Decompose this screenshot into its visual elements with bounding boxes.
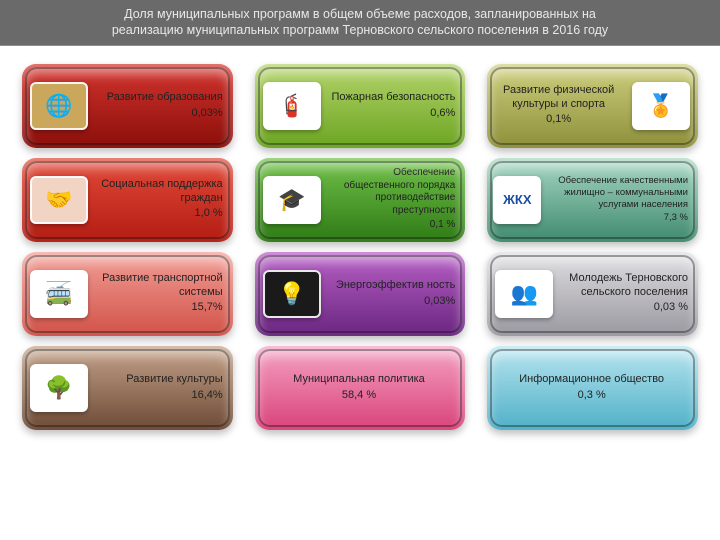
energy-icon: 💡 <box>263 270 321 318</box>
card-text: Информационное общество 0,3 % <box>487 367 698 409</box>
zhkh-icon: ЖКХ <box>493 176 541 224</box>
card-text: Развитие культуры 16,4% <box>88 367 233 409</box>
shield-icon: 🎓 <box>263 176 321 224</box>
card-housing: ЖКХ Обеспечение качественными жилищно – … <box>487 158 698 242</box>
card-transport: 🚎 Развитие транспортной системы 15,7% <box>22 252 233 336</box>
card-text: Обеспечение общественного порядка против… <box>321 161 466 238</box>
bus-icon: 🚎 <box>30 270 88 318</box>
card-text: Молодежь Терновского сельского поселения… <box>553 266 698 321</box>
card-energy: 💡 Энергоэффектив ность 0,03% <box>255 252 466 336</box>
card-text: Муниципальная политика 58,4 % <box>255 367 466 409</box>
card-sport: Развитие физической культуры и спорта 0,… <box>487 64 698 148</box>
card-municipal-policy: Муниципальная политика 58,4 % <box>255 346 466 430</box>
page-header: Доля муниципальных программ в общем объе… <box>0 0 720 46</box>
card-education: 🌐 Развитие образования 0,03% <box>22 64 233 148</box>
card-text: Развитие транспортной системы 15,7% <box>88 266 233 321</box>
card-text: Развитие образования 0,03% <box>88 85 233 127</box>
card-fire-safety: 🧯 Пожарная безопасность 0,6% <box>255 64 466 148</box>
card-text: Обеспечение качественными жилищно – комм… <box>541 169 698 231</box>
youth-icon: 👥 <box>495 270 553 318</box>
hands-icon: 🤝 <box>30 176 88 224</box>
header-line2: реализацию муниципальных программ Тернов… <box>112 23 608 37</box>
card-text: Социальная поддержка граждан 1,0 % <box>88 172 233 227</box>
card-text: Пожарная безопасность 0,6% <box>321 85 466 127</box>
card-culture: 🌳 Развитие культуры 16,4% <box>22 346 233 430</box>
card-social-support: 🤝 Социальная поддержка граждан 1,0 % <box>22 158 233 242</box>
card-text: Развитие физической культуры и спорта 0,… <box>487 78 632 133</box>
globe-icon: 🌐 <box>30 82 88 130</box>
card-public-order: 🎓 Обеспечение общественного порядка прот… <box>255 158 466 242</box>
card-information-society: Информационное общество 0,3 % <box>487 346 698 430</box>
card-text: Энергоэффектив ность 0,03% <box>321 273 466 315</box>
fire-ext-icon: 🧯 <box>263 82 321 130</box>
header-line1: Доля муниципальных программ в общем объе… <box>124 7 596 21</box>
culture-icon: 🌳 <box>30 364 88 412</box>
card-youth: 👥 Молодежь Терновского сельского поселен… <box>487 252 698 336</box>
sport-icon: 🏅 <box>632 82 690 130</box>
card-grid: 🌐 Развитие образования 0,03% 🧯 Пожарная … <box>0 46 720 440</box>
